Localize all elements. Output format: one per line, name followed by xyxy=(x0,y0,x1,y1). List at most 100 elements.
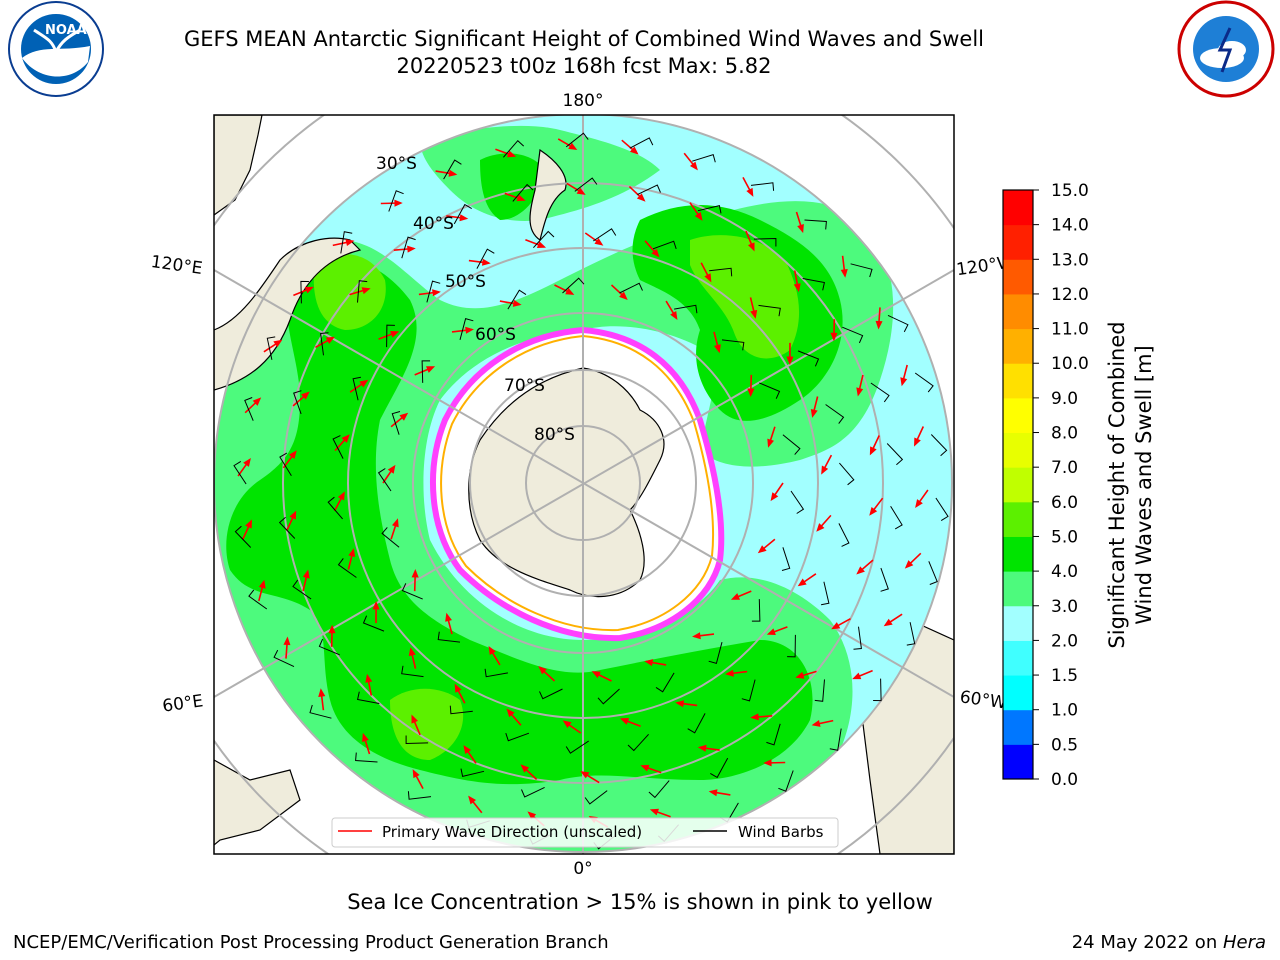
nws-logo xyxy=(1177,0,1275,98)
wave-arrow-head xyxy=(904,560,914,569)
wave-arrow-head xyxy=(448,169,458,177)
colorbar-label-line2: Wind Waves and Swell [m] xyxy=(1132,345,1156,625)
wave-arrow-head xyxy=(793,283,801,293)
wave-arrow-head xyxy=(359,379,369,388)
wind-barb xyxy=(814,679,825,702)
colorbar-tick-label: 0.0 xyxy=(1051,770,1078,790)
colorbar-frame xyxy=(1002,189,1034,780)
wave-arrow-head xyxy=(810,408,818,418)
colorbar-segment xyxy=(1003,328,1033,364)
wind-barb xyxy=(401,665,424,678)
wind-barb xyxy=(753,237,777,247)
chart-subtitle: 20220523 t00z 168h fcst Max: 5.82 xyxy=(396,54,772,78)
wind-barb xyxy=(327,496,343,520)
wind-barb xyxy=(842,326,864,344)
wind-barb xyxy=(407,791,432,800)
wind-barb xyxy=(692,153,716,163)
wind-barb xyxy=(597,688,620,705)
wave-arrow-head xyxy=(412,769,420,779)
wind-barb xyxy=(787,634,796,658)
wave-arrow-head xyxy=(465,326,474,334)
wind-barb xyxy=(880,567,889,592)
wind-barb xyxy=(278,516,296,539)
wind-barb xyxy=(850,263,873,278)
wind-barb xyxy=(574,177,598,192)
colorbar-tick-label: 8.0 xyxy=(1051,424,1078,444)
latitude-label: 40°S xyxy=(413,214,454,234)
wind-barb xyxy=(512,183,534,202)
wind-barb xyxy=(234,525,252,548)
antarctica-land xyxy=(468,367,665,598)
wind-barb xyxy=(279,452,292,477)
wave-arrow-head xyxy=(304,286,314,294)
wind-barb xyxy=(293,390,302,415)
wave-arrow-head xyxy=(831,622,841,630)
wind-barb xyxy=(890,505,903,530)
wind-barb xyxy=(381,527,400,548)
colorbar-tick-label: 2.0 xyxy=(1051,631,1078,651)
wind-barb xyxy=(886,443,904,466)
wind-barb xyxy=(790,490,805,514)
wave-arrow-head xyxy=(856,566,865,575)
colorbar-segment xyxy=(1003,432,1033,468)
wind-barb xyxy=(266,336,276,360)
wind-barb xyxy=(778,770,794,792)
wave-arrow-head xyxy=(283,636,291,646)
footer-date-text: 24 May 2022 on xyxy=(1071,932,1223,953)
wind-barb xyxy=(627,733,649,752)
wind-barb xyxy=(357,280,368,303)
colorbar-segment xyxy=(1003,605,1033,641)
wave-arrow-head xyxy=(258,579,266,589)
meridian-label-lower-left: 60°E xyxy=(161,691,204,716)
wind-barb xyxy=(648,780,670,799)
wave-arrow-head xyxy=(594,237,604,246)
wind-barb xyxy=(352,376,362,401)
wave-arrow-head xyxy=(252,397,262,406)
wave-arrow-head xyxy=(852,672,862,680)
wave-arrow-head xyxy=(914,437,921,447)
colorbar-segment xyxy=(1003,501,1033,537)
wind-barb xyxy=(401,236,416,259)
colorbar-tick-label: 15.0 xyxy=(1051,181,1089,201)
wave-arrow-head xyxy=(536,241,547,248)
wave-arrow-head xyxy=(730,593,741,600)
wind-barb xyxy=(804,219,827,230)
wind-barb xyxy=(309,704,332,719)
wave-arrow-head xyxy=(670,310,678,320)
wave-arrow-head xyxy=(856,387,864,397)
colorbar-tick-label: 3.0 xyxy=(1051,597,1078,617)
wave-arrow-head xyxy=(629,146,639,155)
wave-arrow-head xyxy=(341,434,350,443)
wave-arrow-head xyxy=(746,187,754,197)
wave-arrow-head xyxy=(821,465,829,475)
wave-arrow-head xyxy=(636,193,646,202)
colorbar-segment xyxy=(1003,744,1033,780)
wind-barb xyxy=(655,672,675,693)
wind-barb xyxy=(386,324,395,348)
wind-barb xyxy=(340,231,353,254)
wind-barb xyxy=(930,434,948,457)
wave-arrow-head xyxy=(454,683,462,693)
wind-barb xyxy=(565,132,589,148)
wave-arrow-head xyxy=(459,214,469,222)
wave-arrow-head xyxy=(328,624,336,634)
colorbar-segment xyxy=(1003,363,1033,399)
chart-title: GEFS MEAN Antarctic Significant Height o… xyxy=(183,27,985,51)
wind-barb xyxy=(593,228,617,242)
wave-arrow-head xyxy=(763,759,772,767)
wind-barb xyxy=(914,372,934,393)
wave-arrow-head xyxy=(337,491,345,501)
colorbar-tick-label: 1.5 xyxy=(1051,666,1078,686)
wind-barb xyxy=(453,203,472,225)
wave-arrow-head xyxy=(399,412,409,421)
meridian-label-bottom: 0° xyxy=(573,859,592,879)
wave-arrow-head xyxy=(520,764,530,773)
map-frame xyxy=(213,114,955,855)
wind-barb xyxy=(708,641,723,665)
colorbar-label-line1: Significant Height of Combined xyxy=(1105,321,1129,648)
wind-barb xyxy=(484,668,508,678)
wave-arrow-head xyxy=(516,194,526,202)
wind-barb xyxy=(710,757,729,779)
wave-arrow-head xyxy=(576,187,586,195)
